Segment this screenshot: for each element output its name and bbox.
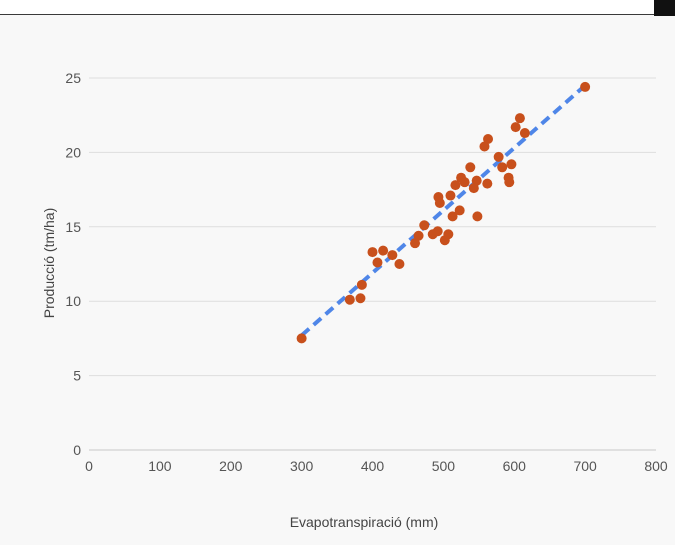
x-tick-label: 800 <box>644 458 668 474</box>
data-point <box>296 333 307 344</box>
data-points <box>296 81 591 344</box>
x-tick-label: 700 <box>573 458 597 474</box>
data-point <box>432 226 443 237</box>
data-point <box>459 177 470 188</box>
trendline <box>300 83 587 337</box>
top-bar <box>0 0 654 15</box>
data-point <box>471 175 482 186</box>
data-point <box>454 205 465 216</box>
data-point <box>443 229 454 240</box>
data-point <box>504 177 515 188</box>
data-point <box>434 197 445 208</box>
trendline-group <box>300 83 587 337</box>
data-point <box>479 141 490 152</box>
data-point <box>465 162 476 173</box>
data-point <box>482 178 493 189</box>
data-point <box>493 151 504 162</box>
data-point <box>580 81 591 92</box>
data-point <box>514 113 525 124</box>
y-tick-label: 0 <box>73 442 81 458</box>
corner-block <box>654 0 675 16</box>
x-tick-label: 300 <box>290 458 314 474</box>
y-tick-label: 5 <box>73 368 81 384</box>
y-tick-label: 25 <box>65 70 81 86</box>
y-tick-label: 15 <box>65 219 81 235</box>
data-point <box>394 259 405 269</box>
data-point <box>483 134 494 145</box>
y-axis-title: Producció (tm/ha) <box>41 208 57 318</box>
x-axis-ticks: 0 100 200 300 400 500 600 700 800 <box>85 458 668 474</box>
x-tick-label: 0 <box>85 458 93 474</box>
x-tick-label: 600 <box>503 458 527 474</box>
data-point <box>378 245 389 256</box>
y-axis-ticks: 0 5 10 15 20 25 <box>65 70 81 458</box>
data-point <box>355 293 366 304</box>
data-point <box>506 159 517 170</box>
data-point <box>450 180 461 191</box>
data-point <box>510 122 521 133</box>
data-point <box>472 211 483 222</box>
data-point <box>367 247 378 258</box>
data-point <box>344 294 355 305</box>
data-point <box>410 238 421 249</box>
grid-lines <box>89 77 656 451</box>
data-point <box>519 128 530 139</box>
x-tick-label: 200 <box>219 458 243 474</box>
data-point <box>419 220 430 231</box>
data-point <box>447 211 458 222</box>
x-tick-label: 500 <box>432 458 456 474</box>
x-axis-title: Evapotranspiració (mm) <box>290 514 439 530</box>
data-point <box>356 279 367 290</box>
data-point <box>372 257 383 268</box>
data-point <box>445 190 456 201</box>
y-tick-label: 20 <box>65 144 81 160</box>
y-tick-label: 10 <box>65 293 81 309</box>
x-tick-label: 100 <box>148 458 172 474</box>
x-tick-label: 400 <box>361 458 385 474</box>
data-point <box>387 250 398 261</box>
data-point <box>497 162 508 173</box>
data-point <box>413 230 424 241</box>
